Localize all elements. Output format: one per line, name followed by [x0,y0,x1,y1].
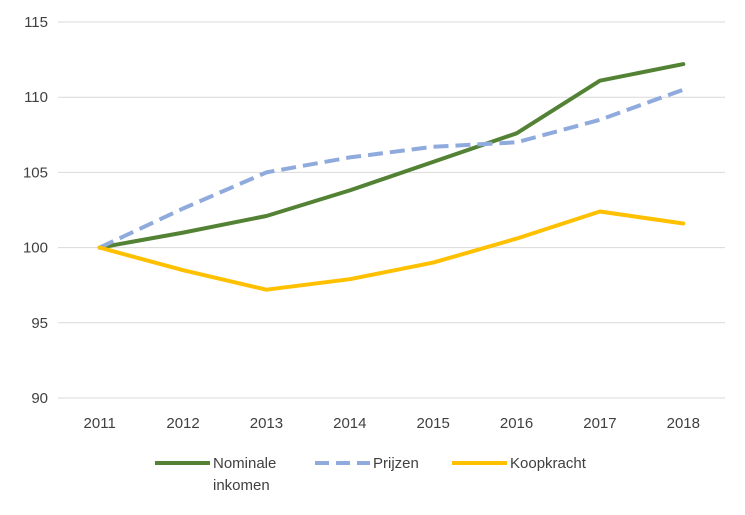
y-tick-label: 100 [23,240,48,257]
series-line-prijzen [98,87,684,250]
x-tick-label: 2016 [500,415,533,432]
legend-label-prijzen: Prijzen [373,455,419,472]
legend-label-line: Nominale [213,455,276,472]
legend-label-line: Prijzen [373,455,419,472]
series-line-koopkracht [97,209,686,292]
legend-label-line: inkomen [213,477,270,494]
y-tick-label: 115 [24,14,48,31]
legend-label-nominale-inkomen: Nominale inkomen [213,455,276,494]
x-tick-label: 2015 [417,415,450,432]
x-tick-label: 2012 [166,415,199,432]
y-tick-label: 110 [24,89,48,106]
x-tick-label: 2014 [333,415,366,432]
x-tick-label: 2018 [667,415,700,432]
series-lines [97,62,686,292]
y-tick-label: 105 [23,164,48,181]
y-tick-label: 90 [31,390,48,407]
legend-label-line: Koopkracht [510,455,587,472]
series-line-nominale-inkomen [97,62,686,250]
legend-label-koopkracht: Koopkracht [510,455,587,472]
x-tick-label: 2011 [84,415,116,432]
x-tick-label: 2017 [583,415,616,432]
gridlines [58,21,725,399]
x-tick-label: 2013 [250,415,283,432]
y-axis-ticks: 90 95 100 105 110 115 [23,14,48,407]
x-axis-ticks: 2011 2012 2013 2014 2015 2016 2017 2018 [84,415,700,432]
legend: Nominale inkomen Prijzen Koopkracht [155,455,587,494]
y-tick-label: 95 [31,315,48,332]
